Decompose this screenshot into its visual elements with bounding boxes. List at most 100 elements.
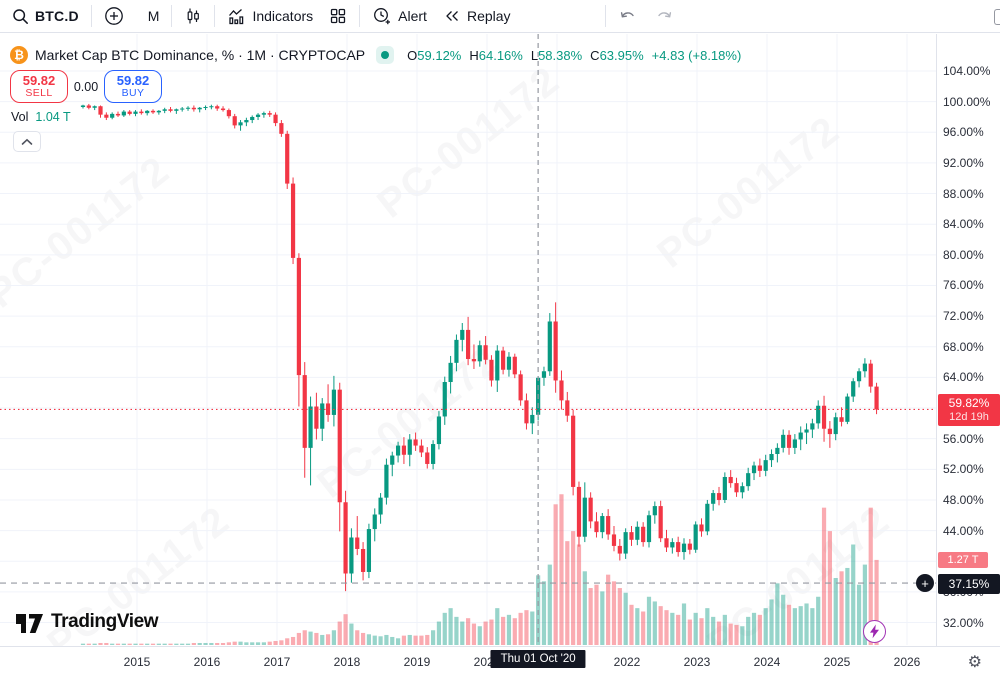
volume-bar <box>215 642 220 645</box>
high-key: H <box>469 47 479 63</box>
toolbar-separator <box>171 5 173 27</box>
crosshair-price-label: 37.15% <box>938 574 1000 595</box>
indicators-button[interactable]: Indicators <box>219 2 321 30</box>
volume-bar <box>244 642 249 645</box>
ohlc-values: O59.12% H64.16% L58.38% C63.95% +4.83 (+… <box>407 48 741 63</box>
candle-body <box>489 359 494 381</box>
volume-bar <box>722 614 727 645</box>
candle-body <box>220 108 226 111</box>
candle-body <box>827 428 832 435</box>
volume-bar <box>360 632 366 645</box>
redo-button[interactable] <box>646 2 682 30</box>
volume-bar <box>716 621 722 645</box>
volume-bar <box>658 606 663 645</box>
price-tick-label: 76.00% <box>943 278 984 293</box>
candle-body <box>582 497 587 537</box>
candle-body <box>197 107 202 110</box>
candle-body <box>588 497 593 522</box>
volume-bar <box>378 636 383 645</box>
tradingview-logo[interactable]: TradingView <box>16 610 159 633</box>
candle-body <box>366 529 372 572</box>
volume-bar <box>868 507 873 645</box>
volume-bar <box>92 643 97 645</box>
candle-body <box>139 111 144 114</box>
bar-countdown: 12d 19h <box>949 411 989 424</box>
volume-bar <box>687 619 692 645</box>
chart-legend[interactable]: ₿ Market Cap BTC Dominance, % · 1M · CRY… <box>10 44 741 66</box>
volume-bar <box>232 641 237 645</box>
volume-bar <box>746 616 751 645</box>
undo-button[interactable] <box>610 2 646 30</box>
volume-bar <box>874 559 879 645</box>
volume-bar <box>821 507 827 645</box>
candle-body <box>711 493 716 504</box>
volume-bar <box>611 581 617 645</box>
candle-body <box>617 545 622 554</box>
volume-bar <box>150 643 156 645</box>
collapse-panel-button[interactable] <box>13 131 41 152</box>
volume-bar <box>769 599 774 645</box>
symbol-search-button[interactable]: BTC.D <box>4 2 87 30</box>
volume-bar <box>641 611 646 645</box>
candle-body <box>792 439 797 448</box>
candle-body <box>133 111 138 114</box>
crosshair-add-alert-button[interactable]: + <box>916 574 934 593</box>
volume-bar <box>512 618 517 645</box>
candle-body <box>466 329 471 360</box>
candle-body <box>874 386 879 410</box>
chart-style-button[interactable] <box>176 2 210 30</box>
volume-legend[interactable]: Vol 1.04 T <box>11 110 71 124</box>
candle-body <box>232 116 237 126</box>
sell-label: SELL <box>25 86 53 99</box>
volume-bar <box>518 612 523 645</box>
interval-button[interactable]: M <box>140 2 168 30</box>
volume-bar <box>582 571 587 645</box>
volume-bar <box>617 588 622 645</box>
axis-settings-gear-icon[interactable]: ⚙ <box>967 654 982 671</box>
change-value: +4.83 (+8.18%) <box>651 47 742 63</box>
camera-icon-fragment[interactable] <box>994 9 1000 25</box>
volume-bar <box>646 596 652 645</box>
candle-body <box>180 108 185 110</box>
volume-bar <box>442 612 447 645</box>
candle-body <box>810 423 815 430</box>
volume-bar <box>308 631 313 645</box>
alert-button[interactable]: Alert <box>364 2 435 30</box>
volume-bar <box>349 623 354 645</box>
volume-bar <box>343 614 348 645</box>
candle-body <box>86 105 91 108</box>
candle-body <box>285 133 290 184</box>
volume-bar <box>115 643 121 645</box>
candle-body <box>314 406 319 429</box>
candle-body <box>244 120 249 123</box>
volume-bar <box>337 621 342 645</box>
candle-body <box>395 445 401 456</box>
open-key: O <box>407 47 418 63</box>
candlestick-style-icon <box>184 7 202 25</box>
price-axis[interactable]: 32.00%36.00%40.00%44.00%48.00%52.00%56.0… <box>936 34 1000 646</box>
volume-bar <box>209 642 214 645</box>
buy-button[interactable]: 59.82 BUY <box>104 70 162 103</box>
price-tick-label: 84.00% <box>943 217 984 232</box>
indicators-label: Indicators <box>252 8 314 24</box>
close-value: 63.95% <box>599 47 644 63</box>
replay-button[interactable]: Replay <box>435 2 519 30</box>
boost-lightning-button[interactable] <box>863 620 886 643</box>
candle-body <box>349 537 354 574</box>
candle-body <box>302 375 307 448</box>
grid-layout-icon <box>329 7 347 25</box>
candle-body <box>92 106 97 108</box>
volume-bar <box>740 626 745 645</box>
compare-add-button[interactable] <box>96 2 132 30</box>
price-chart[interactable] <box>0 0 936 679</box>
volume-bar <box>576 544 582 645</box>
candle-body <box>751 465 757 474</box>
volume-bar <box>320 634 325 645</box>
sell-button[interactable]: 59.82 SELL <box>10 70 68 103</box>
volume-bar <box>98 642 103 645</box>
indicator-templates-button[interactable] <box>321 2 355 30</box>
candle-body <box>740 486 745 493</box>
trade-panel: 59.82 SELL 0.00 59.82 BUY <box>10 70 162 103</box>
time-axis[interactable]: 2026202520242023202220212020201920182017… <box>0 646 1000 679</box>
